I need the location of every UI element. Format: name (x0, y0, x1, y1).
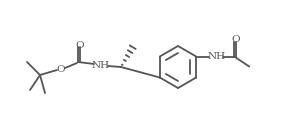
Text: NH: NH (92, 61, 110, 70)
Text: O: O (232, 35, 240, 44)
Text: O: O (57, 65, 65, 74)
Text: NH: NH (207, 52, 225, 61)
Text: O: O (76, 41, 84, 50)
